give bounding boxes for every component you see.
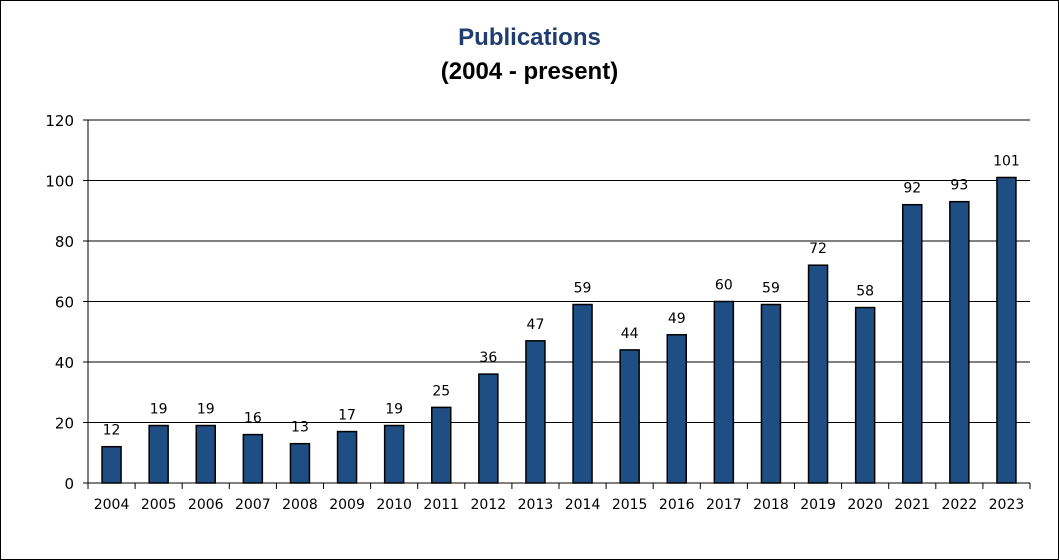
y-tick-label: 80 <box>55 233 74 251</box>
data-label: 101 <box>993 153 1020 169</box>
bar <box>902 203 923 484</box>
data-label: 92 <box>903 181 921 197</box>
data-label: 16 <box>244 411 262 427</box>
x-tick-label: 2011 <box>423 497 459 513</box>
data-label: 13 <box>291 420 309 436</box>
x-tick-label: 2012 <box>471 497 507 513</box>
bar <box>619 349 640 484</box>
x-tick-label: 2018 <box>753 497 789 513</box>
bar <box>525 340 546 484</box>
bar <box>289 442 311 484</box>
data-label: 12 <box>103 423 121 439</box>
x-tick-label: 2009 <box>329 497 365 513</box>
bar <box>431 406 452 484</box>
x-tick-label: 2004 <box>94 497 130 513</box>
data-label: 58 <box>856 284 874 300</box>
chart-subtitle: (2004 - present) <box>440 58 619 85</box>
bar <box>666 334 687 484</box>
bar <box>807 264 829 484</box>
data-label: 59 <box>574 281 592 297</box>
x-tick-label: 2014 <box>565 497 601 513</box>
data-label: 60 <box>715 278 733 294</box>
x-tick-label: 2007 <box>235 497 271 513</box>
x-tick-label: 2022 <box>942 497 978 513</box>
y-tick-label: 40 <box>55 354 74 372</box>
bar <box>949 200 970 484</box>
x-tick-label: 2019 <box>800 497 836 513</box>
data-label: 19 <box>385 402 403 418</box>
x-tick-label: 2006 <box>188 497 224 513</box>
bar <box>854 306 876 484</box>
data-label: 19 <box>197 402 215 418</box>
x-tick-label: 2010 <box>376 497 412 513</box>
y-tick-label: 20 <box>55 415 74 433</box>
data-label: 47 <box>527 317 545 333</box>
bar <box>101 445 122 484</box>
bar <box>148 424 169 484</box>
x-tick-label: 2017 <box>706 497 742 513</box>
bar <box>572 303 593 484</box>
x-tick-label: 2023 <box>989 497 1025 513</box>
bar <box>195 424 216 484</box>
x-tick-label: 2005 <box>141 497 177 513</box>
x-tick-label: 2020 <box>847 497 883 513</box>
data-label: 36 <box>479 350 497 366</box>
x-tick-label: 2008 <box>282 497 318 513</box>
bar <box>336 430 358 484</box>
bar <box>996 176 1017 484</box>
x-tick-label: 2021 <box>894 497 930 513</box>
bar <box>242 433 264 484</box>
data-label: 59 <box>762 281 780 297</box>
y-tick-label: 120 <box>45 112 74 130</box>
x-tick-label: 2015 <box>612 497 648 513</box>
bar <box>760 303 782 484</box>
bar <box>383 424 405 484</box>
bar <box>713 300 735 484</box>
y-tick-label: 0 <box>64 475 74 493</box>
data-label: 49 <box>668 311 686 327</box>
x-tick-label: 2016 <box>659 497 695 513</box>
data-label: 17 <box>338 408 356 424</box>
y-tick-label: 60 <box>55 294 74 312</box>
data-label: 25 <box>432 383 450 399</box>
data-label: 93 <box>950 178 968 194</box>
x-tick-label: 2013 <box>518 497 554 513</box>
data-label: 19 <box>150 402 168 418</box>
y-tick-label: 100 <box>45 173 74 191</box>
data-label: 44 <box>621 326 639 342</box>
data-label: 72 <box>809 241 827 257</box>
bar <box>478 373 499 484</box>
chart-title: Publications <box>458 24 601 51</box>
